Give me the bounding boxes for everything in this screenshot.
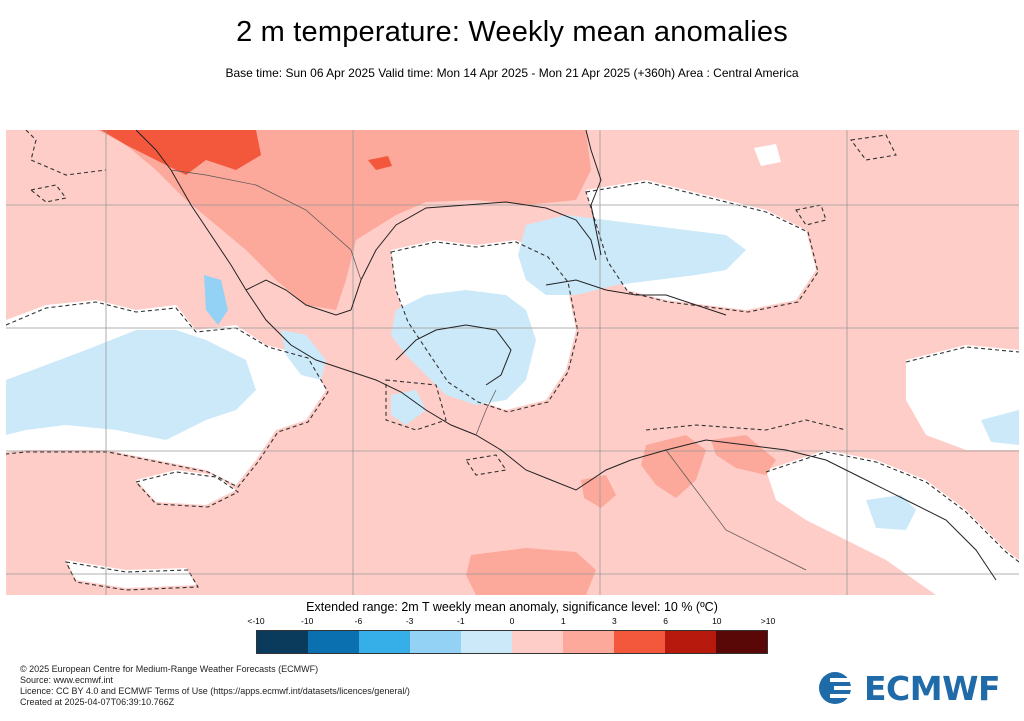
graticule <box>6 130 1019 595</box>
legend-title: Extended range: 2m T weekly mean anomaly… <box>306 600 718 614</box>
cold-area-east <box>981 410 1019 445</box>
anomaly-map[interactable] <box>6 130 1019 595</box>
strong-warm-area-small <box>368 156 392 170</box>
legend-swatch <box>563 631 614 653</box>
ecmwf-logo-icon <box>819 672 858 704</box>
created-line: Created at 2025-04-07T06:39:10.766Z <box>20 697 175 707</box>
cold-area-pacific <box>6 330 256 440</box>
legend-swatch <box>512 631 563 653</box>
warm-area-venezuela <box>711 435 776 475</box>
legend-tick: -6 <box>354 616 363 626</box>
legend-tick: >10 <box>760 616 776 626</box>
legend-swatch <box>461 631 512 653</box>
legend-swatch <box>716 631 767 653</box>
legend-tick: 10 <box>712 616 722 626</box>
legend-tick: 6 <box>663 616 668 626</box>
legend-swatch <box>665 631 716 653</box>
country-borders <box>170 169 807 571</box>
warm-area-usa <box>98 130 591 310</box>
legend-colorbar <box>256 630 768 654</box>
legend-swatch <box>308 631 359 653</box>
cold-area-south-america <box>866 495 916 530</box>
cold-area-core <box>204 275 228 325</box>
cold-area-caribbean <box>518 215 746 295</box>
ecmwf-logo-text: ECMWF <box>864 668 1001 708</box>
legend-swatch <box>359 631 410 653</box>
neutral-area-small-3 <box>754 144 781 166</box>
page-title: 2 m temperature: Weekly mean anomalies <box>236 16 788 48</box>
coastlines <box>135 130 997 581</box>
footer-credits: © 2025 European Centre for Medium-Range … <box>20 664 410 708</box>
legend-tick: -3 <box>405 616 414 626</box>
legend-tick: <-10 <box>247 616 265 626</box>
strong-warm-area-north <box>101 130 261 175</box>
licence-line: Licence: CC BY 4.0 and ECMWF Terms of Us… <box>20 686 410 696</box>
source-line: Source: www.ecmwf.int <box>20 675 114 685</box>
significance-contours <box>6 130 1019 591</box>
legend-tick: -1 <box>457 616 465 626</box>
cold-area-small <box>391 390 426 425</box>
copyright-line: © 2025 European Centre for Medium-Range … <box>20 664 319 674</box>
legend: <-10 -10 -6 -3 -1 0 1 3 6 10 >10 <box>247 616 775 654</box>
legend-tick: 3 <box>612 616 617 626</box>
legend-swatch <box>614 631 665 653</box>
warm-area-panama <box>581 475 616 508</box>
legend-swatch <box>410 631 461 653</box>
legend-tick: 1 <box>560 616 566 626</box>
legend-tick: 0 <box>509 616 515 626</box>
map-canvas <box>6 130 1019 595</box>
page-subtitle: Base time: Sun 06 Apr 2025 Valid time: M… <box>225 66 799 80</box>
neutral-area-small-1 <box>136 470 236 505</box>
legend-swatch <box>257 631 308 653</box>
legend-tick: -10 <box>301 616 314 626</box>
cold-area-mexico-coast <box>281 330 326 380</box>
warm-area-south-pacific <box>466 548 596 595</box>
ecmwf-logo[interactable]: ECMWF <box>812 668 1008 708</box>
